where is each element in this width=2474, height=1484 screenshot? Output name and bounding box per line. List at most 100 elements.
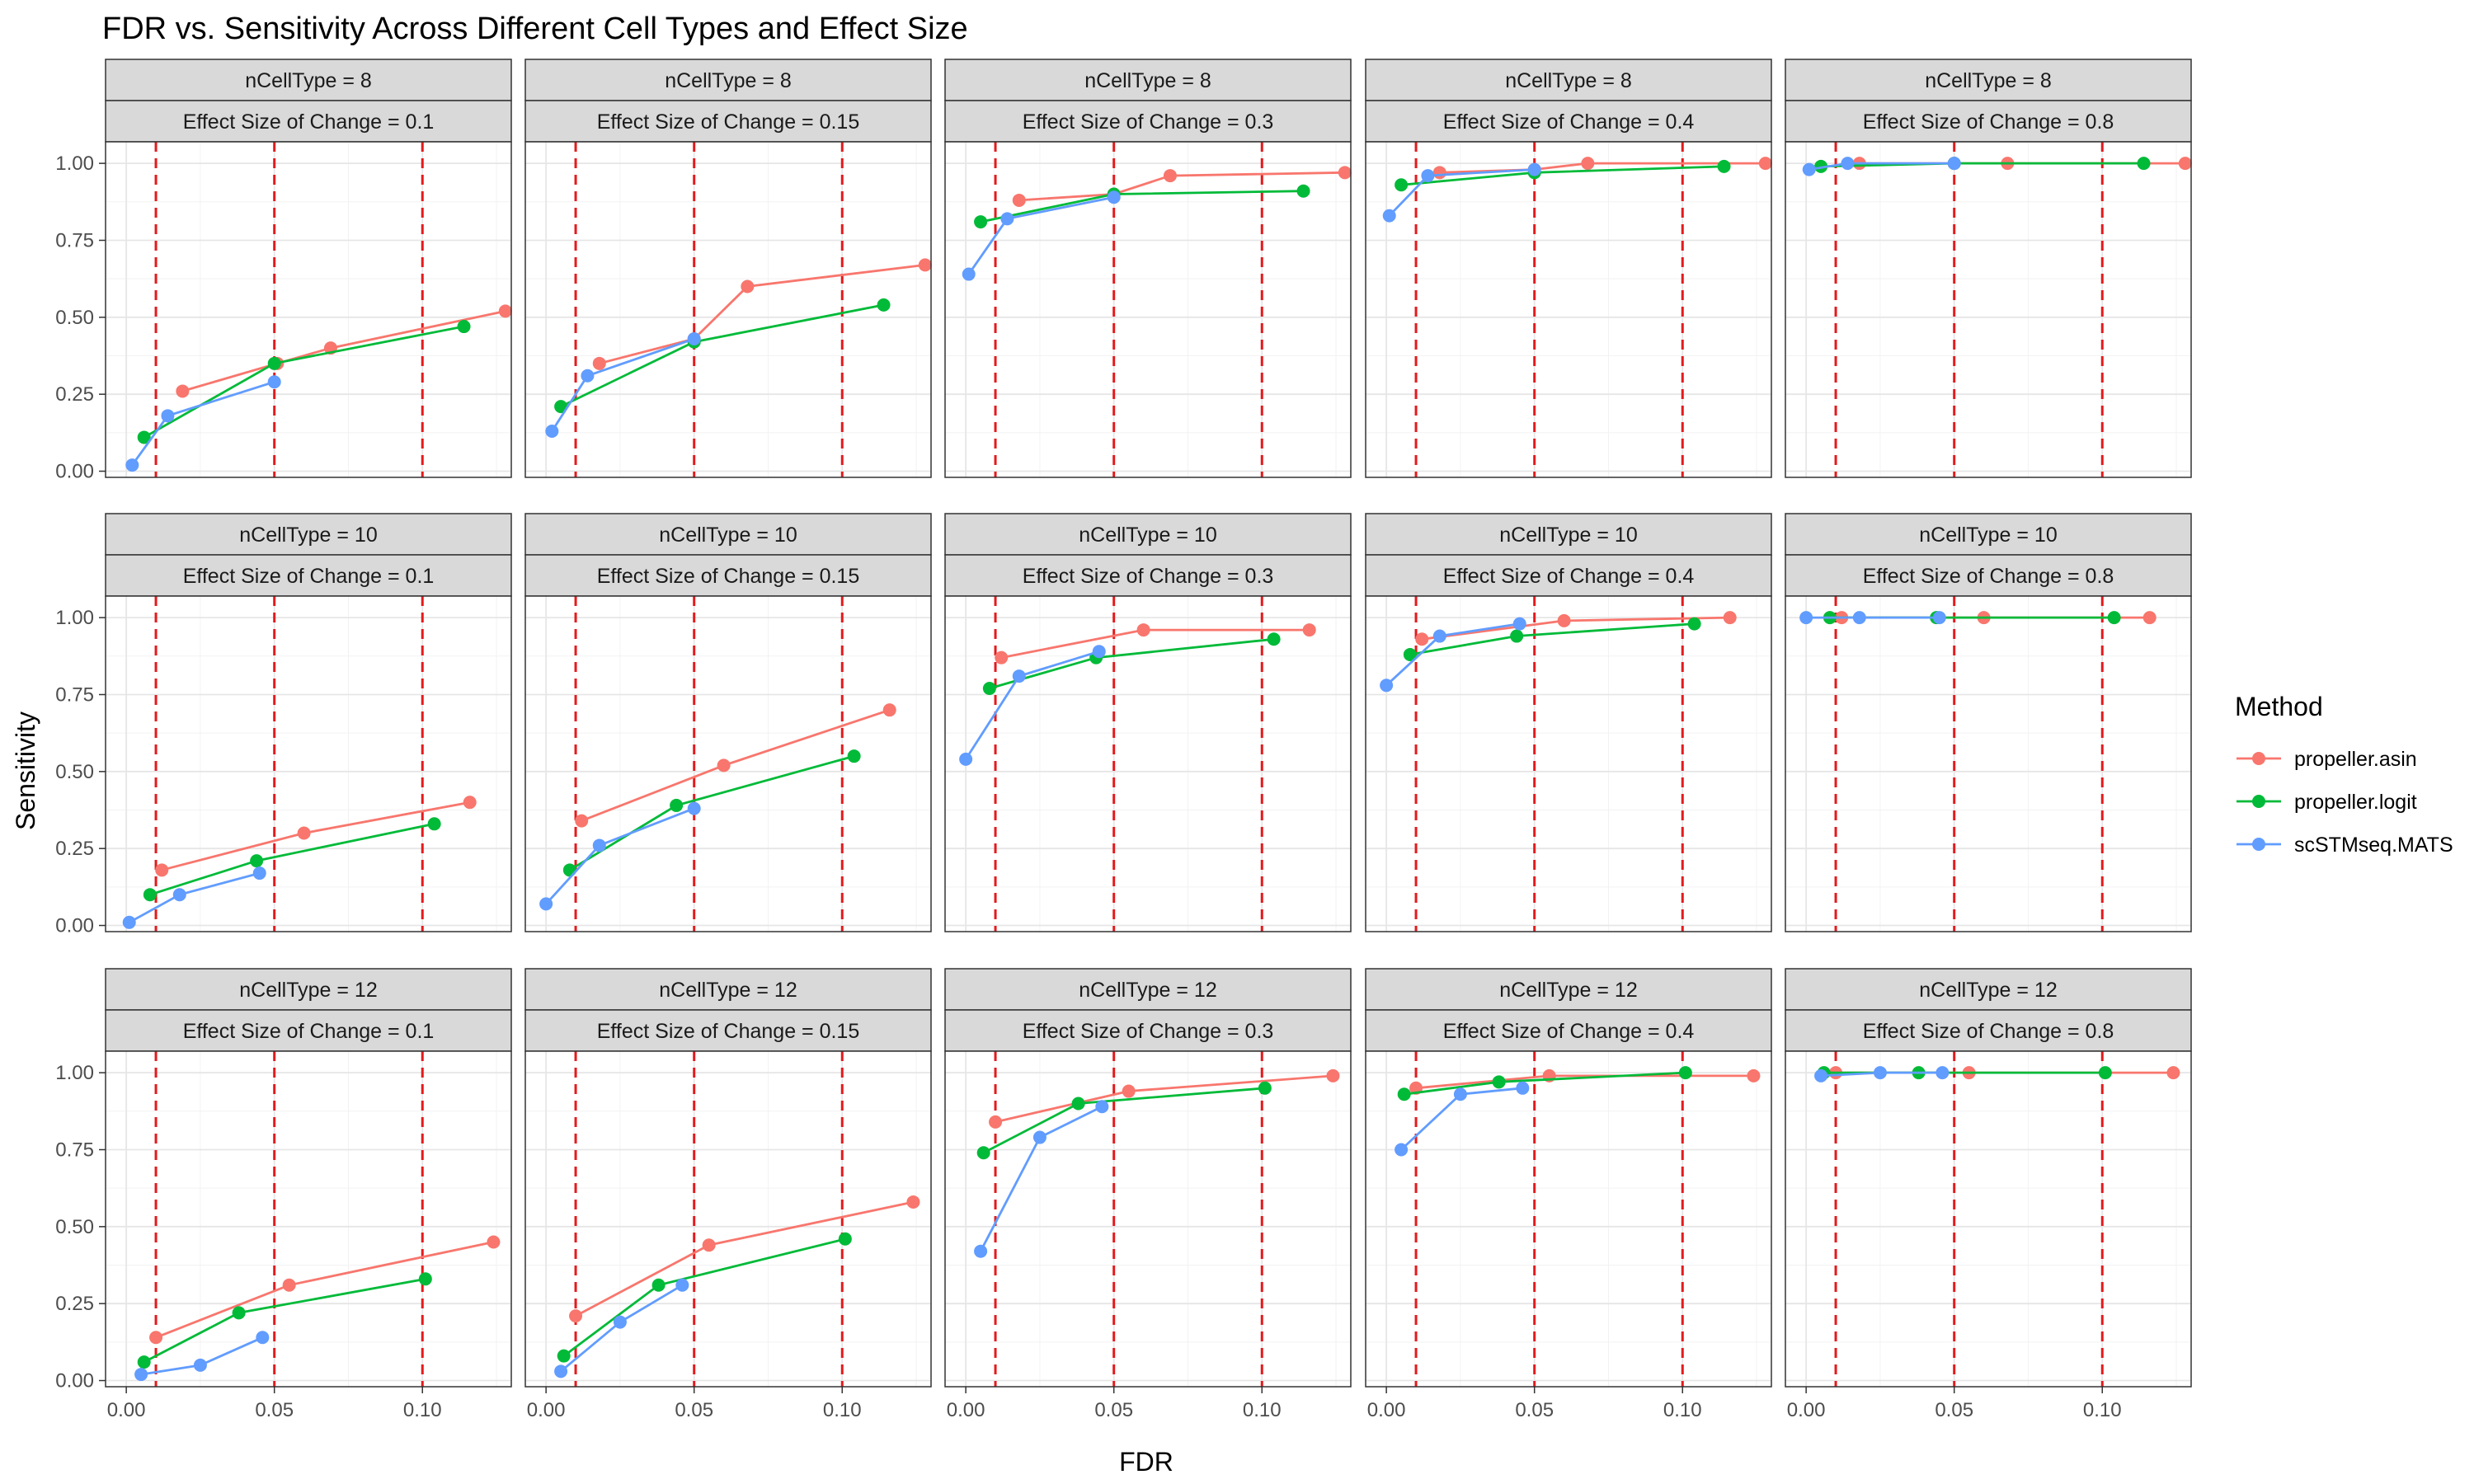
panel-background bbox=[106, 142, 511, 477]
facet-strip-col-label: Effect Size of Change = 0.1 bbox=[183, 110, 435, 134]
data-point bbox=[297, 826, 311, 840]
data-point bbox=[562, 863, 576, 877]
facet-strip-row bbox=[524, 968, 932, 1011]
data-point bbox=[995, 650, 1009, 665]
facet-strip-row-label: nCellType = 8 bbox=[245, 69, 372, 92]
data-point bbox=[959, 752, 973, 766]
data-point bbox=[137, 1355, 151, 1369]
data-point bbox=[232, 1306, 246, 1320]
data-point bbox=[2107, 611, 2121, 625]
data-point bbox=[847, 749, 861, 763]
facet-strip-col-label: Effect Size of Change = 0.8 bbox=[1863, 565, 2114, 588]
data-point bbox=[1747, 1068, 1761, 1082]
data-point bbox=[463, 796, 477, 810]
panel-border bbox=[105, 595, 512, 932]
data-point bbox=[1516, 1081, 1530, 1095]
data-point bbox=[539, 897, 553, 911]
panel-border bbox=[944, 141, 1352, 478]
data-point bbox=[687, 801, 701, 815]
data-point bbox=[557, 1349, 571, 1363]
facet-strip-col-label: Effect Size of Change = 0.1 bbox=[183, 1020, 435, 1043]
data-point bbox=[1000, 212, 1014, 226]
data-point bbox=[982, 682, 996, 696]
panel-border bbox=[1365, 1050, 1772, 1388]
data-point bbox=[1512, 617, 1526, 631]
data-point bbox=[1492, 1075, 1506, 1089]
facet-strip-col bbox=[105, 1009, 512, 1052]
data-point bbox=[670, 798, 684, 812]
facet-strip-col-label: Effect Size of Change = 0.3 bbox=[1023, 110, 1274, 134]
panel-background bbox=[106, 596, 511, 932]
data-point bbox=[554, 400, 568, 414]
panel-background bbox=[525, 142, 931, 477]
panel-border bbox=[524, 1050, 932, 1388]
panel-border bbox=[1365, 595, 1772, 932]
data-point bbox=[1092, 645, 1106, 659]
data-point bbox=[1012, 193, 1026, 207]
data-point bbox=[1852, 611, 1866, 625]
data-point bbox=[741, 279, 755, 294]
data-point bbox=[717, 758, 731, 773]
data-point bbox=[1382, 209, 1396, 223]
data-point bbox=[125, 458, 139, 472]
facet-strip-col bbox=[524, 100, 932, 143]
y-tick-label: 0.75 bbox=[55, 229, 94, 251]
legend-label: propeller.logit bbox=[2294, 791, 2417, 814]
data-point bbox=[1814, 1068, 1828, 1082]
legend-key-point bbox=[2252, 795, 2265, 808]
facet-strip-col-label: Effect Size of Change = 0.4 bbox=[1443, 110, 1695, 134]
data-point bbox=[1687, 617, 1701, 631]
facet-strip-col-label: Effect Size of Change = 0.3 bbox=[1023, 1020, 1274, 1043]
facet-strip-col-label: Effect Size of Change = 0.15 bbox=[597, 110, 860, 134]
x-tick-label: 0.00 bbox=[1787, 1399, 1826, 1421]
data-point bbox=[1432, 166, 1446, 180]
data-point bbox=[1338, 166, 1352, 180]
panel-border bbox=[1785, 595, 2192, 932]
facet-strip-row-label: nCellType = 10 bbox=[239, 524, 377, 547]
x-tick-label: 0.10 bbox=[2083, 1399, 2122, 1421]
y-tick-label: 0.00 bbox=[55, 461, 94, 483]
data-point bbox=[427, 817, 441, 831]
facet-strip-row bbox=[105, 59, 512, 101]
data-point bbox=[1136, 623, 1150, 637]
data-point bbox=[149, 1331, 163, 1345]
x-tick-label: 0.10 bbox=[823, 1399, 862, 1421]
data-point bbox=[282, 1278, 296, 1292]
data-point bbox=[1296, 184, 1310, 198]
data-point bbox=[675, 1278, 689, 1292]
facet-strip-col-label: Effect Size of Change = 0.4 bbox=[1443, 565, 1695, 588]
facet-strip-row bbox=[1785, 59, 2192, 101]
y-tick-label: 0.00 bbox=[55, 1370, 94, 1392]
facet-strip-col bbox=[1785, 554, 2192, 597]
legend: Method propeller.asin propeller.logit scST… bbox=[2235, 692, 2453, 857]
data-point bbox=[1935, 1066, 1950, 1080]
facet-strip-col bbox=[1365, 1009, 1772, 1052]
data-point bbox=[1453, 1087, 1467, 1101]
data-point bbox=[592, 838, 606, 852]
facet-strip-col-label: Effect Size of Change = 0.8 bbox=[1863, 110, 2114, 134]
data-point bbox=[575, 814, 589, 828]
panel-background bbox=[945, 596, 1351, 932]
x-tick-label: 0.00 bbox=[947, 1399, 985, 1421]
data-point bbox=[1395, 178, 1409, 192]
data-point bbox=[418, 1272, 432, 1286]
data-point bbox=[193, 1358, 207, 1372]
facet-strip-col-label: Effect Size of Change = 0.15 bbox=[597, 1020, 860, 1043]
data-point bbox=[989, 1115, 1003, 1129]
data-point bbox=[1395, 1143, 1409, 1157]
data-point bbox=[267, 356, 281, 370]
y-tick-label: 0.25 bbox=[55, 383, 94, 406]
data-point bbox=[882, 703, 896, 717]
data-point bbox=[838, 1232, 852, 1246]
data-point bbox=[1267, 632, 1281, 646]
data-point bbox=[877, 298, 891, 312]
data-point bbox=[1527, 162, 1541, 176]
panel-background bbox=[1366, 1051, 1771, 1387]
data-point bbox=[252, 866, 266, 881]
data-point bbox=[2098, 1066, 2112, 1080]
data-point bbox=[974, 1244, 988, 1258]
data-point bbox=[1012, 669, 1026, 683]
panel-background bbox=[945, 1051, 1351, 1387]
data-point bbox=[1432, 629, 1446, 643]
data-point bbox=[1799, 611, 1813, 625]
